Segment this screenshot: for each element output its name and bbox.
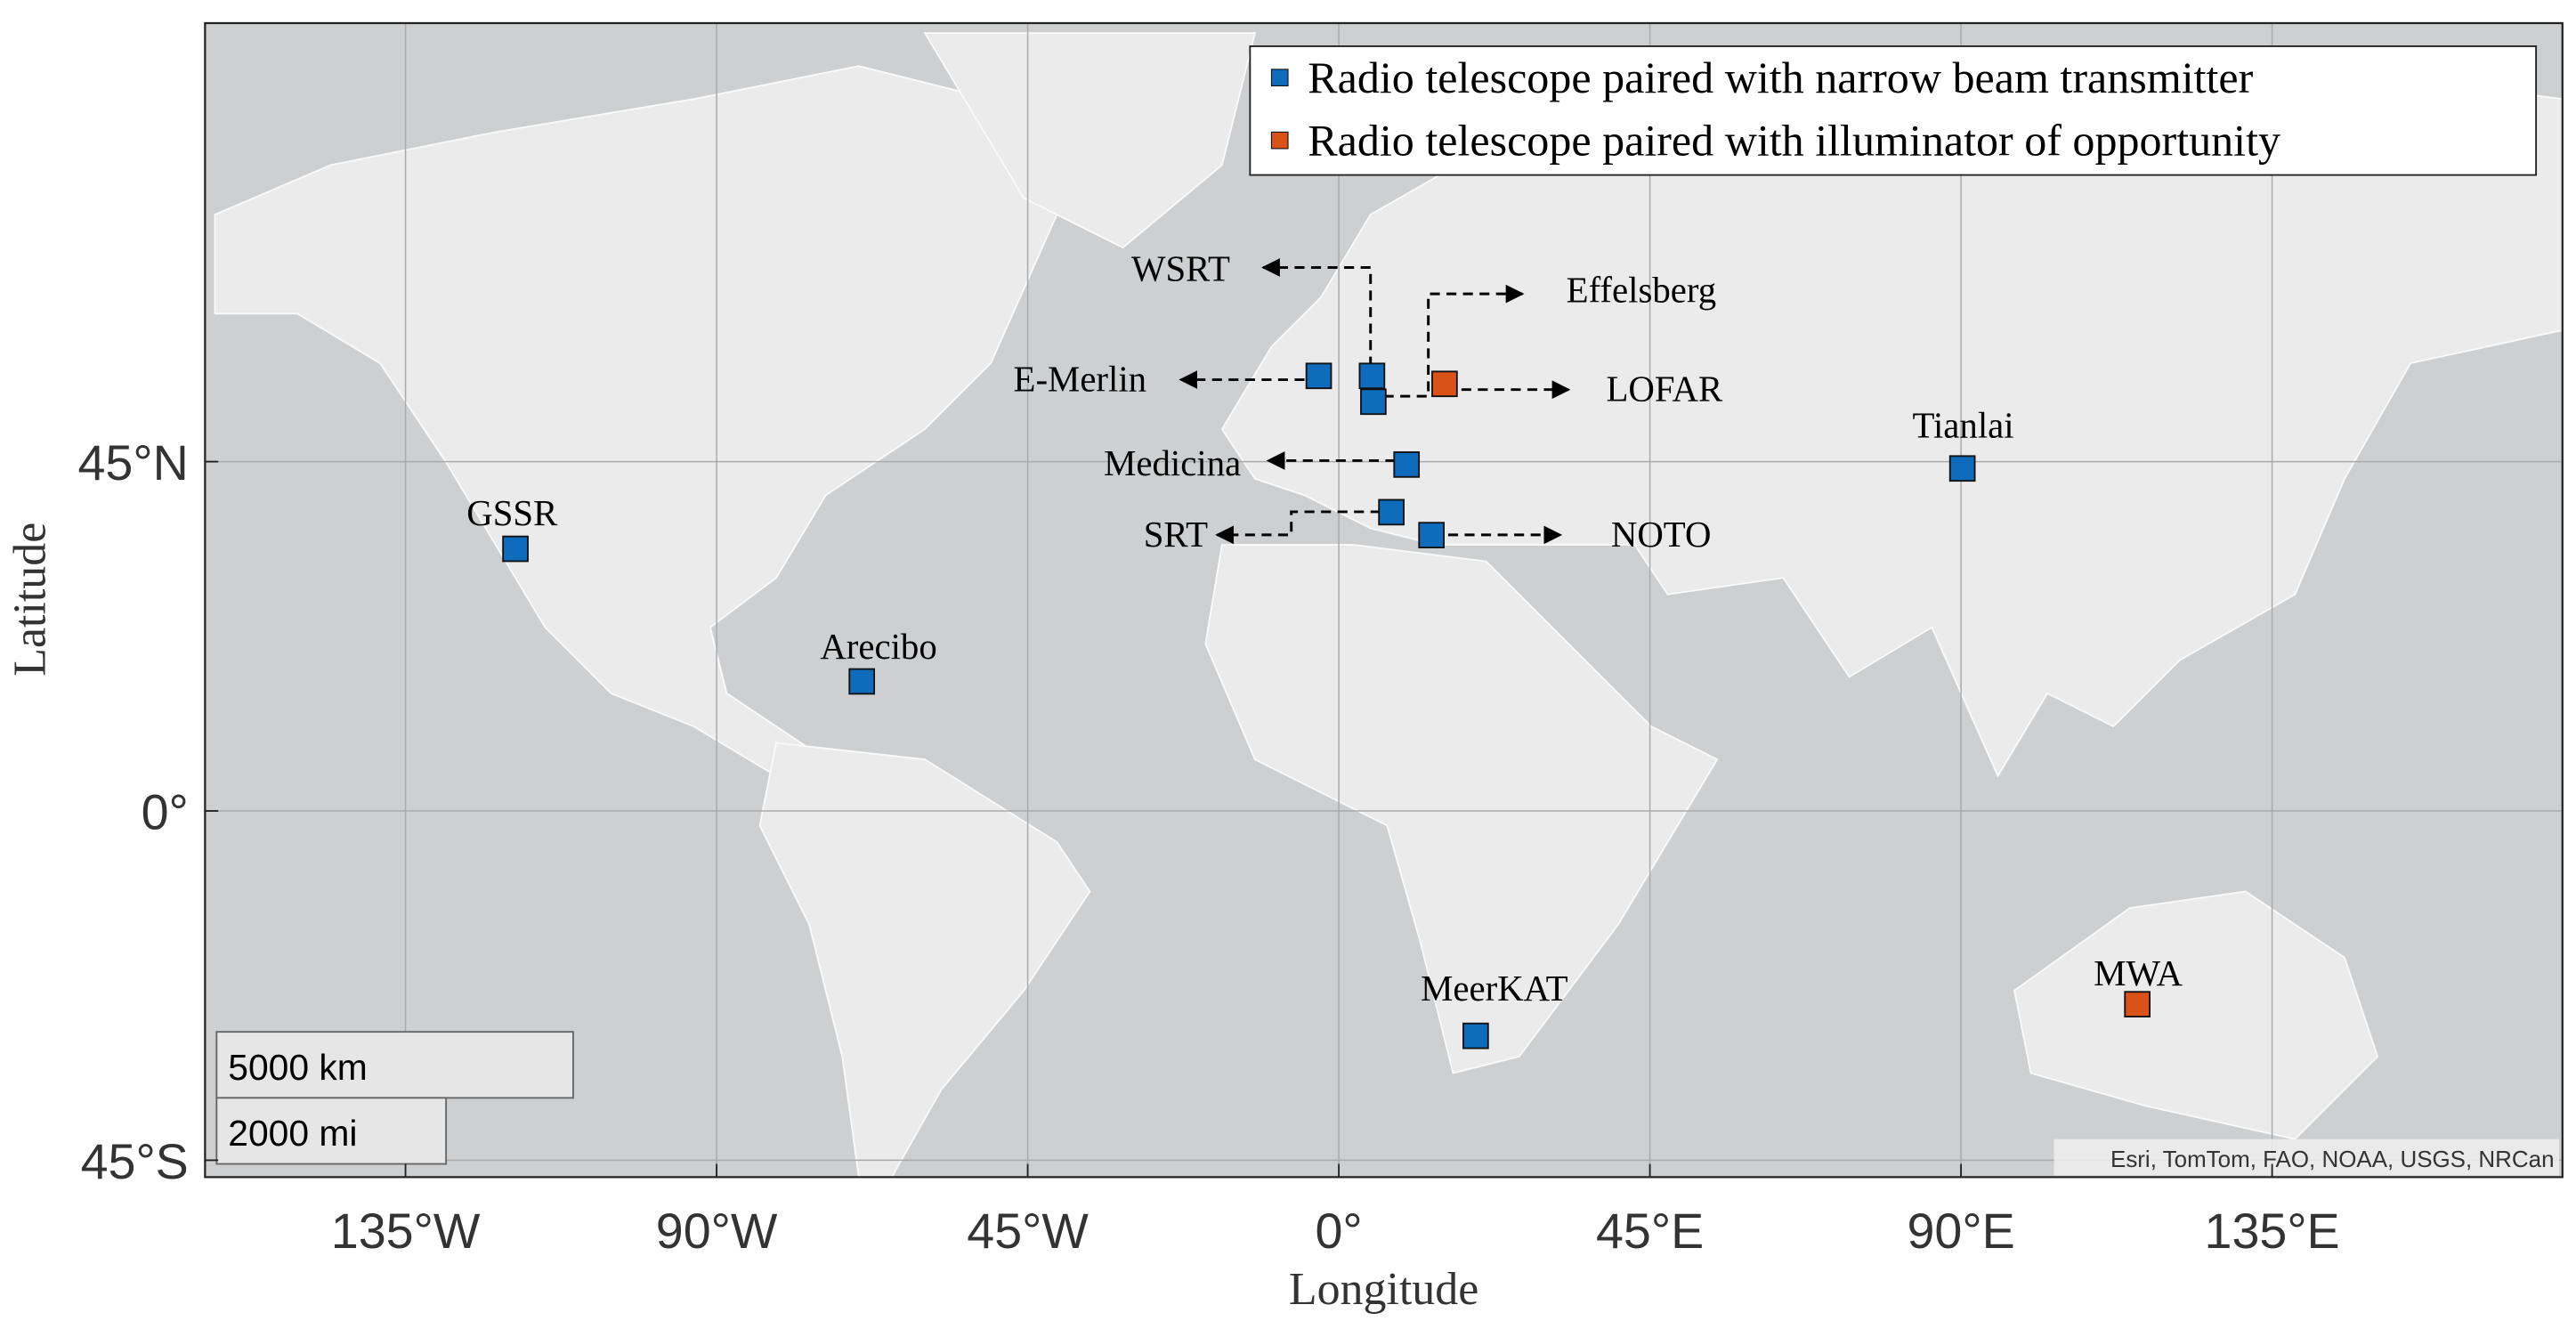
- site-label: LOFAR: [1607, 369, 1724, 409]
- site-label: Effelsberg: [1567, 270, 1716, 310]
- leader-arrows: [1179, 258, 1571, 545]
- y-axis-label: Latitude: [4, 523, 55, 677]
- site-label: MWA: [2094, 953, 2183, 993]
- site-label: SRT: [1144, 515, 1208, 555]
- scale-box: [215, 1097, 448, 1165]
- site-label: Medicina: [1104, 443, 1241, 483]
- scale-label: 5000 km: [228, 1047, 367, 1088]
- x-axis-label: Longitude: [1289, 1264, 1478, 1315]
- site-marker: [1360, 388, 1387, 416]
- site-label: WSRT: [1131, 248, 1230, 288]
- y-tick-label: 45°S: [81, 1134, 189, 1189]
- legend-swatch: [1270, 69, 1289, 86]
- site-marker: [1393, 451, 1421, 478]
- scale-box: [215, 1031, 574, 1099]
- site-marker: [1462, 1022, 1489, 1049]
- site-label: NOTO: [1611, 515, 1712, 555]
- x-tick-label: 45°W: [967, 1203, 1089, 1259]
- y-tick-label: 0°: [142, 784, 189, 839]
- x-tick-label: 90°W: [656, 1203, 778, 1259]
- site-marker: [502, 535, 529, 563]
- legend-label: Radio telescope paired with illuminator …: [1308, 115, 2280, 165]
- legend: Radio telescope paired with narrow beam …: [1249, 45, 2538, 176]
- site-marker: [2124, 991, 2151, 1017]
- x-tick-label: 135°W: [331, 1203, 481, 1259]
- legend-box: [1249, 45, 2538, 176]
- site-marker: [848, 668, 876, 695]
- site-marker: [1948, 455, 1976, 482]
- site-label: Arecibo: [820, 627, 936, 667]
- land: [214, 32, 2563, 1178]
- site-marker: [1358, 362, 1386, 390]
- x-tick-label: 135°E: [2205, 1203, 2340, 1259]
- scale-label: 2000 mi: [228, 1113, 357, 1154]
- attribution-bg: [2054, 1139, 2560, 1176]
- site-label: GSSR: [466, 493, 558, 533]
- site-label: E-Merlin: [1014, 360, 1147, 400]
- site-marker: [1305, 362, 1333, 390]
- site-label: Tianlai: [1913, 405, 2014, 445]
- site-marker: [1418, 522, 1445, 548]
- legend-swatch: [1270, 131, 1289, 150]
- plot-frame: [204, 21, 2564, 1179]
- y-tick-label: 45°N: [78, 435, 189, 490]
- x-tick-label: 45°E: [1596, 1203, 1704, 1259]
- attribution: Esri, TomTom, FAO, NOAA, USGS, NRCan: [2110, 1146, 2555, 1172]
- scale-bar: 5000 km 2000 mi: [215, 1031, 574, 1165]
- site-marker: [1378, 498, 1405, 526]
- x-tick-label: 90°E: [1907, 1203, 2014, 1259]
- x-tick-label: 0°: [1315, 1203, 1362, 1259]
- site-marker: [1431, 370, 1458, 398]
- site-label: MeerKAT: [1421, 968, 1567, 1009]
- legend-label: Radio telescope paired with narrow beam …: [1308, 53, 2253, 102]
